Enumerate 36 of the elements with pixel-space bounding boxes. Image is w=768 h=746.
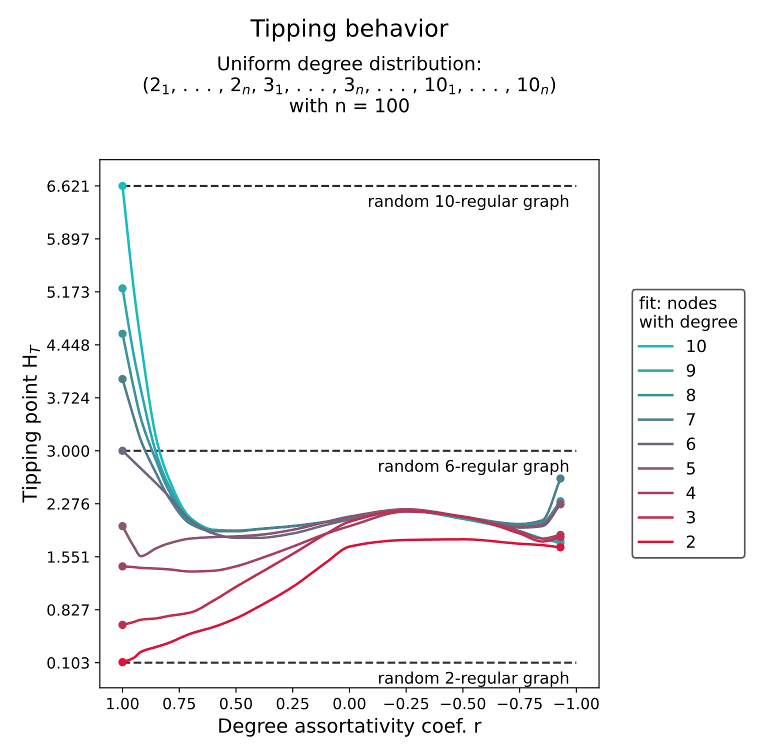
legend-label: 7 [687,413,695,426]
legend-title: fit: nodes with degree [639,296,738,332]
x-tick-label: 1.00 [107,698,139,710]
y-axis-title: Tipping point H$_{T}$ [22,344,41,503]
y-tick-label: 0.103 [47,657,89,669]
legend-label: 3 [686,510,695,524]
x-tick-label: 0.00 [333,698,366,710]
y-tick-label: 2.276 [48,498,90,510]
legend-label: 9 [686,364,696,377]
x-tick-label: −1.00 [554,698,599,710]
ref-line-label: random 2-regular graph [379,672,568,687]
x-tick-label: −0.25 [384,698,428,710]
chart-title: Tipping behavior [250,18,448,42]
y-tick-label: 3.000 [48,445,90,457]
legend-label: 5 [686,462,695,475]
legend-label: 2 [686,535,695,548]
y-tick-label: 5.173 [48,286,89,298]
x-tick-label: −0.75 [498,698,542,710]
x-axis-title: Degree assortativity coef. r [219,718,482,737]
legend-label: 6 [686,438,696,450]
ref-line-label: random 6-regular graph [379,460,568,476]
y-tick-label: 4.448 [47,339,90,351]
text: Uniform degree distribution: (2$_{1}$, . . . , 2$_{n}$, 3$_{1}$, . . . , 3$_{n}$, . . . , 10$_{1}$, . . . , 10$_{n}$) with n = 100 [144,56,556,112]
x-tick-label: −0.50 [441,698,486,710]
x-tick-label: 0.50 [220,698,252,710]
x-tick-label: 0.75 [163,698,195,710]
legend-label: 8 [686,388,696,402]
ref-line-label: random 10-regular graph [368,194,568,210]
y-tick-label: 5.897 [48,233,89,245]
legend-label: 4 [686,486,696,499]
y-tick-label: 0.827 [47,604,89,616]
x-tick-label: 0.25 [276,698,308,710]
y-tick-label: 6.621 [47,180,89,192]
y-tick-label: 1.551 [48,551,89,563]
y-tick-label: 3.724 [48,392,90,404]
legend-label: 10 [687,340,706,352]
